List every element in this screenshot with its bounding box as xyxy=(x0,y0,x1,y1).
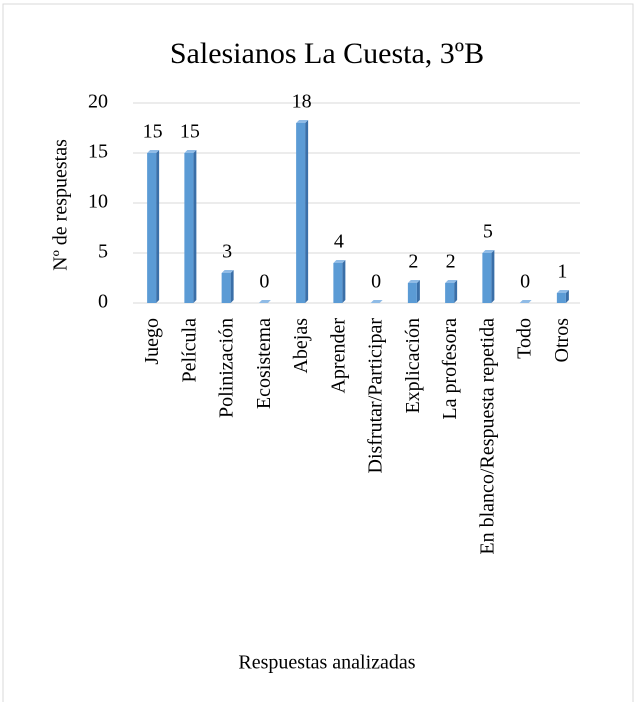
bar-face xyxy=(296,123,306,303)
data-label: 5 xyxy=(483,221,493,243)
data-label: 0 xyxy=(520,271,530,293)
chart-title: Salesianos La Cuesta, 3ºB xyxy=(170,37,484,70)
data-label: 15 xyxy=(143,121,163,143)
bar xyxy=(519,300,532,303)
bar-face xyxy=(565,290,569,303)
bar-face xyxy=(407,283,417,303)
bar-face xyxy=(258,300,271,303)
data-label: 4 xyxy=(334,231,344,253)
data-label: 0 xyxy=(259,271,269,293)
bar xyxy=(445,280,458,303)
bar-face xyxy=(416,280,420,303)
bar-face xyxy=(519,300,532,303)
bar-face xyxy=(454,280,458,303)
bar xyxy=(556,290,569,303)
x-tick-label: En blanco/Respuesta repetida xyxy=(476,318,498,555)
bar-face xyxy=(556,290,569,293)
bar xyxy=(184,150,197,303)
data-label: 2 xyxy=(408,251,418,273)
bar-face xyxy=(156,150,160,303)
x-tick-label: Disfrutar/Participar xyxy=(365,318,387,474)
data-label: 0 xyxy=(371,271,381,293)
bar-face xyxy=(221,270,234,273)
bar-face xyxy=(445,280,458,283)
bar xyxy=(407,280,420,303)
y-tick-label: 15 xyxy=(88,141,108,163)
data-label: 18 xyxy=(292,91,312,113)
bar xyxy=(147,150,160,303)
data-label: 3 xyxy=(222,241,232,263)
bar xyxy=(333,260,346,303)
bar xyxy=(221,270,234,303)
bar-face xyxy=(491,250,495,303)
bar xyxy=(482,250,495,303)
bar-face xyxy=(147,153,157,303)
bar-face xyxy=(333,263,343,303)
y-tick-label: 0 xyxy=(98,291,108,313)
x-tick-label: Juego xyxy=(141,318,163,365)
bar-face xyxy=(342,260,346,303)
x-tick-label: Todo xyxy=(514,318,536,359)
x-tick-label: Ecosistema xyxy=(253,318,275,409)
bar-face xyxy=(305,120,309,303)
data-label: 15 xyxy=(180,121,200,143)
y-axis-title: Nº de respuestas xyxy=(50,139,72,271)
bar-face xyxy=(221,273,231,303)
y-tick-label: 20 xyxy=(88,91,108,113)
bar-face xyxy=(556,293,566,303)
bar xyxy=(258,300,271,303)
y-tick-label: 10 xyxy=(88,191,108,213)
bar-face xyxy=(184,150,197,153)
bar-face xyxy=(147,150,160,153)
bar xyxy=(296,120,309,303)
bar-face xyxy=(482,250,495,253)
bar-face xyxy=(184,153,194,303)
data-label: 1 xyxy=(557,261,567,283)
bar-face xyxy=(445,283,455,303)
data-label: 2 xyxy=(446,251,456,273)
x-axis-title: Respuestas analizadas xyxy=(238,652,415,674)
y-tick-label: 5 xyxy=(98,241,108,263)
bar-face xyxy=(482,253,492,303)
x-tick-label: Aprender xyxy=(327,318,349,394)
bar-face xyxy=(407,280,420,283)
bar xyxy=(370,300,383,303)
bar-face xyxy=(333,260,346,263)
bar-face xyxy=(230,270,234,303)
x-tick-label: Película xyxy=(178,318,200,383)
bar-face xyxy=(370,300,383,303)
x-tick-label: Abejas xyxy=(290,318,312,374)
bar-face xyxy=(193,150,197,303)
x-tick-label: Polinización xyxy=(216,318,238,418)
bar-face xyxy=(296,120,309,123)
x-tick-label: La profesora xyxy=(439,318,461,420)
chart-border xyxy=(2,3,634,702)
x-tick-label: Explicación xyxy=(402,318,424,414)
x-tick-label: Otros xyxy=(551,318,573,363)
